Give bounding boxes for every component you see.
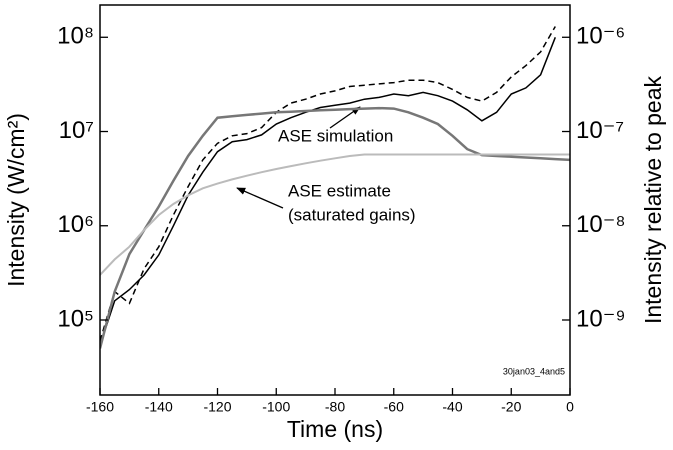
arrow [236,187,284,209]
y-tick-label: 10⁸ [57,23,94,50]
annotation: ASE estimate [288,181,391,200]
x-axis-label: Time (ns) [287,416,383,442]
annotation: 30jan03_4and5 [503,366,565,376]
y2-tick-label: 10⁻⁶ [576,23,625,50]
x-tick-label: -80 [325,399,345,415]
x-tick-label: -120 [203,399,231,415]
arrow [329,106,361,129]
x-tick-label: -40 [442,399,462,415]
x-tick-label: -100 [262,399,290,415]
series-line [100,37,556,346]
series-line [100,153,570,276]
x-tick-label: -20 [501,399,521,415]
series-line [100,106,570,349]
y-tick-label: 10⁶ [57,211,94,238]
y2-tick-label: 10⁻⁹ [576,305,626,332]
series-line [100,26,556,342]
x-tick-label: -60 [384,399,404,415]
x-tick-label: -160 [86,399,114,415]
x-tick-label: -140 [145,399,173,415]
y-axis-label: Intensity (W/cm²) [3,113,29,287]
y2-tick-label: 10⁻⁸ [576,211,626,238]
y-tick-label: 10⁵ [57,305,94,332]
annotation: (saturated gains) [288,205,416,224]
y2-axis-label: Intensity relative to peak [640,75,666,324]
y-tick-label: 10⁷ [59,117,94,144]
y2-tick-label: 10⁻⁷ [576,117,624,144]
annotation: ASE simulation [278,126,393,145]
x-tick-label: 0 [566,399,574,415]
